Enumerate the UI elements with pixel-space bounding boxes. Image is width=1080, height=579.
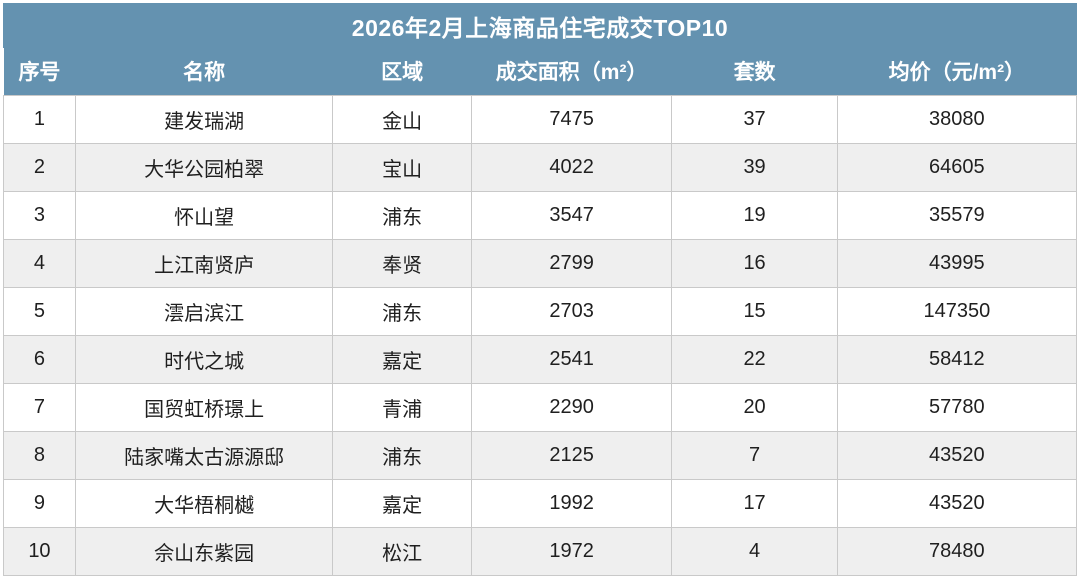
- table-row: 3 怀山望 浦东 3547 19 35579: [3, 190, 1078, 240]
- table-header: 序号 名称 区域 成交面积（m²） 套数 均价（元/m²）: [3, 48, 1077, 95]
- cell-district: 嘉定: [332, 334, 472, 384]
- cell-district: 浦东: [332, 430, 472, 480]
- cell-units: 19: [671, 190, 838, 240]
- table-title: 2026年2月上海商品住宅成交TOP10: [3, 3, 1077, 48]
- cell-units: 22: [671, 334, 838, 384]
- cell-rank: 5: [3, 286, 76, 336]
- column-header-units: 套数: [671, 48, 838, 95]
- cell-area: 2541: [470, 334, 673, 384]
- cell-units: 39: [671, 142, 838, 192]
- header-row: 序号 名称 区域 成交面积（m²） 套数 均价（元/m²）: [3, 48, 1077, 95]
- table-row: 8 陆家嘴太古源源邸 浦东 2125 7 43520: [3, 430, 1078, 480]
- cell-units: 37: [671, 94, 838, 144]
- cell-area: 3547: [470, 190, 673, 240]
- cell-district: 金山: [332, 94, 472, 144]
- cell-rank: 4: [3, 238, 76, 288]
- cell-units: 15: [671, 286, 838, 336]
- cell-rank: 10: [3, 526, 76, 577]
- cell-price: 38080: [836, 94, 1078, 144]
- cell-price: 147350: [836, 286, 1078, 336]
- cell-name: 澐启滨江: [74, 286, 334, 336]
- cell-rank: 3: [3, 190, 76, 240]
- cell-name: 大华梧桐樾: [74, 478, 334, 528]
- table-row: 7 国贸虹桥璟上 青浦 2290 20 57780: [3, 382, 1078, 432]
- column-header-price: 均价（元/m²）: [837, 48, 1077, 95]
- table-row: 10 佘山东紫园 松江 1972 4 78480: [3, 526, 1078, 577]
- cell-area: 1992: [470, 478, 673, 528]
- cell-price: 35579: [836, 190, 1078, 240]
- cell-district: 宝山: [332, 142, 472, 192]
- cell-name: 佘山东紫园: [74, 526, 334, 577]
- cell-price: 43520: [836, 430, 1078, 480]
- cell-district: 嘉定: [332, 478, 472, 528]
- cell-rank: 6: [3, 334, 76, 384]
- column-header-district: 区域: [332, 48, 472, 95]
- table-body: 1 建发瑞湖 金山 7475 37 38080 2 大华公园柏翠 宝山 4022 39 64605 3 怀…: [3, 94, 1078, 577]
- cell-rank: 2: [3, 142, 76, 192]
- cell-price: 43520: [836, 478, 1078, 528]
- table-row: 1 建发瑞湖 金山 7475 37 38080: [3, 94, 1078, 144]
- cell-name: 陆家嘴太古源源邸: [74, 430, 334, 480]
- table-row: 2 大华公园柏翠 宝山 4022 39 64605: [3, 142, 1078, 192]
- table-row: 4 上江南贤庐 奉贤 2799 16 43995: [3, 238, 1078, 288]
- cell-units: 20: [671, 382, 838, 432]
- cell-name: 时代之城: [74, 334, 334, 384]
- cell-area: 4022: [470, 142, 673, 192]
- cell-name: 上江南贤庐: [74, 238, 334, 288]
- cell-rank: 8: [3, 430, 76, 480]
- cell-district: 浦东: [332, 286, 472, 336]
- cell-rank: 9: [3, 478, 76, 528]
- cell-rank: 7: [3, 382, 76, 432]
- cell-area: 2703: [470, 286, 673, 336]
- cell-price: 78480: [836, 526, 1078, 577]
- cell-district: 青浦: [332, 382, 472, 432]
- cell-price: 64605: [836, 142, 1078, 192]
- cell-price: 58412: [836, 334, 1078, 384]
- column-header-name: 名称: [75, 48, 333, 95]
- cell-name: 怀山望: [74, 190, 334, 240]
- cell-price: 57780: [836, 382, 1078, 432]
- table-row: 9 大华梧桐樾 嘉定 1992 17 43520: [3, 478, 1078, 528]
- cell-name: 建发瑞湖: [74, 94, 334, 144]
- cell-name: 国贸虹桥璟上: [74, 382, 334, 432]
- column-header-area: 成交面积（m²）: [471, 48, 672, 95]
- cell-price: 43995: [836, 238, 1078, 288]
- column-header-rank: 序号: [3, 48, 76, 95]
- cell-rank: 1: [3, 94, 76, 144]
- cell-area: 2290: [470, 382, 673, 432]
- cell-name: 大华公园柏翠: [74, 142, 334, 192]
- cell-units: 7: [671, 430, 838, 480]
- data-table: 序号 名称 区域 成交面积（m²） 套数 均价（元/m²） 1 建发瑞湖 金山 747…: [3, 48, 1078, 577]
- table-row: 5 澐启滨江 浦东 2703 15 147350: [3, 286, 1078, 336]
- cell-area: 7475: [470, 94, 673, 144]
- cell-area: 2125: [470, 430, 673, 480]
- cell-units: 4: [671, 526, 838, 577]
- cell-district: 浦东: [332, 190, 472, 240]
- cell-district: 松江: [332, 526, 472, 577]
- table-row: 6 时代之城 嘉定 2541 22 58412: [3, 334, 1078, 384]
- cell-area: 2799: [470, 238, 673, 288]
- cell-district: 奉贤: [332, 238, 472, 288]
- cell-area: 1972: [470, 526, 673, 577]
- cell-units: 17: [671, 478, 838, 528]
- cell-units: 16: [671, 238, 838, 288]
